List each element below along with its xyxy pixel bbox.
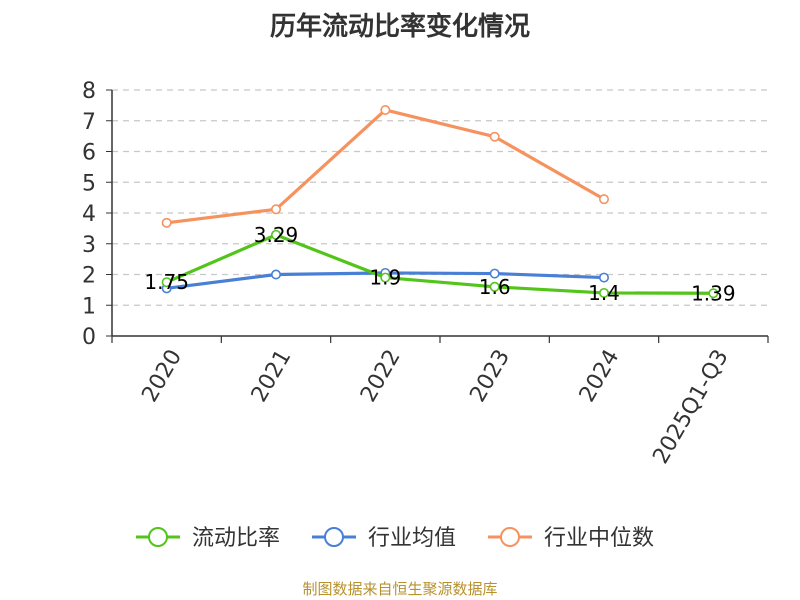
y-tick-label: 3 (82, 233, 96, 258)
data-label: 1.75 (144, 270, 189, 294)
data-point[interactable] (270, 229, 281, 240)
x-tick-label: 2020 (137, 346, 187, 407)
legend-marker (500, 527, 520, 547)
y-tick-label: 8 (82, 79, 96, 104)
data-labels: 1.75 3.29 1.9 1.6 1.4 1.39 (144, 223, 735, 305)
data-label: 1.6 (479, 275, 511, 299)
data-point[interactable] (598, 272, 609, 283)
y-tick-label: 0 (82, 325, 96, 350)
legend[interactable]: 流动比率 行业均值 行业中位数 (136, 526, 654, 551)
data-point[interactable] (598, 287, 609, 298)
legend-item[interactable]: 流动比率 (136, 526, 280, 551)
data-label: 1.9 (369, 266, 401, 290)
legend-marker (148, 527, 168, 547)
data-point[interactable] (161, 217, 172, 228)
legend-label: 行业均值 (368, 526, 456, 551)
data-point[interactable] (380, 104, 391, 115)
data-point[interactable] (489, 131, 500, 142)
legend-label: 流动比率 (192, 526, 280, 551)
legend-marker (324, 527, 344, 547)
x-tick-label: 2022 (356, 346, 406, 407)
x-tick-label: 2024 (575, 346, 625, 407)
y-tick-label: 2 (82, 264, 96, 289)
y-tick-label: 7 (82, 110, 96, 135)
y-tick-label: 1 (82, 294, 96, 319)
legend-item[interactable]: 行业中位数 (488, 526, 654, 551)
legend-label: 行业中位数 (544, 526, 654, 551)
x-tick-label: 2025Q1-Q3 (648, 346, 733, 469)
data-point[interactable] (161, 277, 172, 288)
y-tick-label: 4 (82, 202, 96, 227)
y-tick-label: 6 (82, 141, 96, 166)
data-point[interactable] (380, 272, 391, 283)
series-lines (161, 104, 719, 299)
data-point[interactable] (270, 204, 281, 215)
series-line-0 (166, 233, 714, 295)
legend-item[interactable]: 行业均值 (312, 526, 456, 551)
data-point[interactable] (489, 268, 500, 279)
data-label: 1.39 (691, 281, 736, 305)
data-point[interactable] (708, 288, 719, 299)
series-line-2 (166, 108, 605, 225)
chart-title: 历年流动比率变化情况 (269, 12, 530, 42)
data-label: 1.4 (588, 281, 620, 305)
y-tick-label: 5 (82, 171, 96, 196)
data-label: 3.29 (254, 223, 299, 247)
x-tick-label: 2021 (247, 346, 297, 407)
data-point[interactable] (270, 269, 281, 280)
source-note: 制图数据来自恒生聚源数据库 (302, 580, 498, 598)
data-point[interactable] (598, 194, 609, 205)
data-point[interactable] (489, 281, 500, 292)
x-tick-label: 2023 (465, 345, 515, 406)
